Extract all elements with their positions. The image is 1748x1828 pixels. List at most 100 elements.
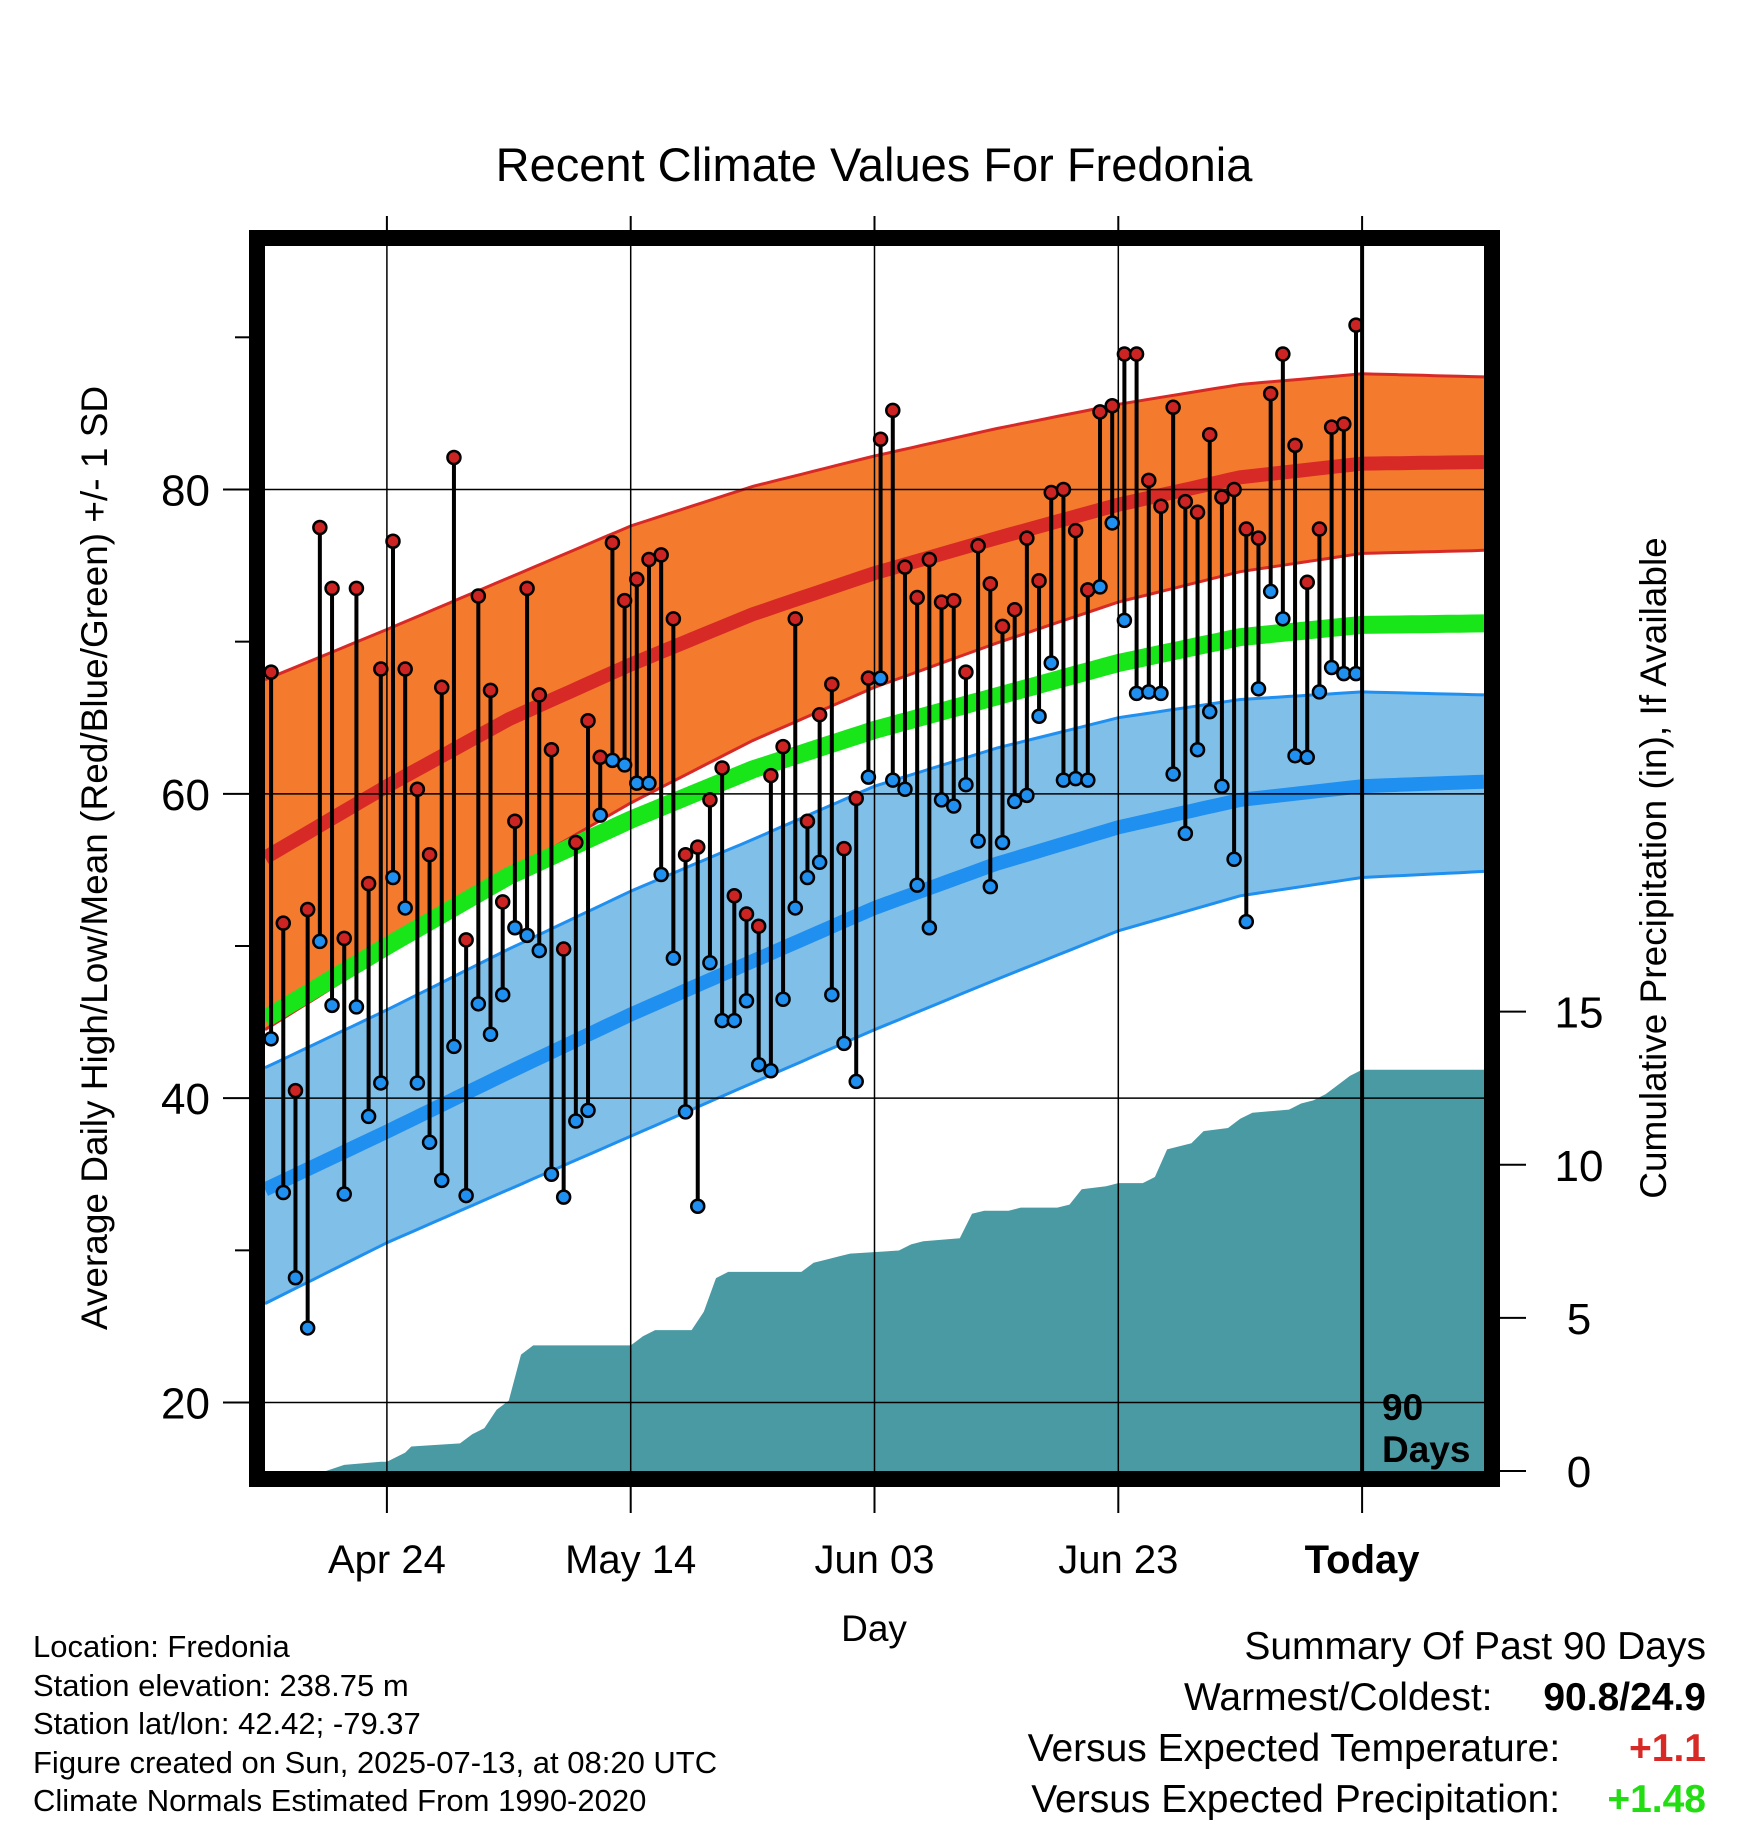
daily-low-point bbox=[872, 670, 889, 686]
daily-observation bbox=[348, 580, 365, 1015]
daily-high-point bbox=[1153, 498, 1169, 514]
today-marker-label-line2: Days bbox=[1382, 1429, 1470, 1470]
daily-observation bbox=[555, 941, 572, 1205]
daily-low-point bbox=[970, 833, 986, 849]
daily-observation bbox=[568, 834, 584, 1129]
daily-low-point bbox=[1214, 778, 1230, 794]
daily-high-point bbox=[373, 661, 389, 677]
daily-low-point bbox=[738, 993, 755, 1009]
daily-low-point bbox=[1165, 766, 1181, 782]
daily-high-point bbox=[458, 932, 474, 948]
daily-observation bbox=[312, 519, 328, 950]
daily-low-point bbox=[543, 1166, 560, 1183]
daily-high-point bbox=[1165, 399, 1181, 416]
daily-observation bbox=[1006, 601, 1023, 810]
daily-low-point bbox=[1250, 681, 1267, 697]
daily-low-point bbox=[1006, 793, 1023, 810]
daily-low-point bbox=[360, 1108, 377, 1125]
daily-observation bbox=[1165, 399, 1181, 782]
daily-observation bbox=[275, 915, 292, 1201]
daily-high-point bbox=[1299, 574, 1315, 591]
daily-high-point bbox=[1275, 346, 1291, 362]
high-sd-band bbox=[265, 373, 1484, 1030]
daily-observation bbox=[1177, 493, 1194, 842]
daily-high-point bbox=[397, 661, 413, 677]
daily-observation bbox=[1092, 404, 1108, 595]
x-tick-label: Jun 03 bbox=[814, 1538, 934, 1582]
daily-observation bbox=[1141, 472, 1157, 700]
daily-high-point bbox=[312, 519, 328, 536]
daily-low-point bbox=[1238, 913, 1255, 930]
daily-observation bbox=[397, 661, 413, 916]
daily-low-point bbox=[1311, 684, 1328, 700]
daily-low-point bbox=[665, 950, 682, 966]
daily-observation bbox=[1019, 530, 1035, 804]
daily-observation bbox=[689, 839, 706, 1214]
daily-high-point bbox=[665, 611, 682, 627]
daily-high-point bbox=[568, 834, 584, 851]
daily-observation bbox=[1104, 398, 1120, 531]
daily-low-point bbox=[482, 1026, 499, 1043]
x-tick-label: Today bbox=[1305, 1538, 1421, 1582]
daily-high-point bbox=[811, 706, 828, 723]
daily-high-point bbox=[1067, 522, 1084, 539]
daily-high-point bbox=[1189, 504, 1206, 521]
daily-observation bbox=[885, 402, 901, 788]
daily-low-point bbox=[324, 997, 340, 1014]
daily-low-point bbox=[1153, 685, 1169, 702]
y-tick-label: 40 bbox=[161, 1075, 210, 1124]
daily-observation bbox=[970, 538, 986, 849]
daily-observation bbox=[1348, 317, 1364, 682]
daily-observation bbox=[336, 930, 352, 1202]
daily-observation bbox=[1323, 419, 1340, 676]
daily-low-point bbox=[348, 999, 365, 1015]
daily-observation bbox=[287, 1082, 304, 1286]
daily-high-point bbox=[324, 580, 340, 597]
x-tick-label: Apr 24 bbox=[328, 1538, 446, 1582]
location-text: Location: Fredonia bbox=[33, 1629, 290, 1664]
daily-high-point bbox=[519, 580, 535, 597]
daily-low-point bbox=[446, 1038, 462, 1055]
daily-observation bbox=[665, 611, 682, 966]
daily-low-point bbox=[897, 781, 913, 798]
daily-observation bbox=[982, 576, 999, 895]
daily-high-point bbox=[763, 767, 779, 784]
daily-high-point bbox=[409, 781, 426, 798]
daily-observation bbox=[507, 813, 523, 936]
daily-observation bbox=[945, 592, 962, 814]
daily-observation bbox=[726, 888, 743, 1029]
daily-high-point bbox=[726, 888, 743, 904]
temp-anomaly-value: +1.1 bbox=[1629, 1727, 1706, 1770]
daily-high-point bbox=[604, 534, 621, 551]
daily-high-point bbox=[580, 713, 596, 729]
daily-high-point bbox=[750, 918, 767, 934]
daily-observation bbox=[860, 670, 877, 785]
daily-high-point bbox=[385, 533, 401, 549]
daily-observation bbox=[787, 611, 804, 916]
daily-observation bbox=[994, 618, 1011, 851]
daily-high-point bbox=[1055, 481, 1072, 498]
daily-high-point bbox=[470, 588, 487, 604]
daily-observation bbox=[373, 661, 389, 1091]
precip-anomaly-label: Versus Expected Precipitation: bbox=[1031, 1778, 1561, 1821]
daily-low-point bbox=[507, 919, 523, 936]
daily-low-point bbox=[933, 792, 950, 808]
daily-high-point bbox=[446, 449, 462, 466]
daily-high-point bbox=[921, 551, 938, 568]
daily-observation bbox=[750, 918, 767, 1073]
daily-low-point bbox=[726, 1012, 743, 1029]
daily-high-point bbox=[970, 538, 986, 554]
daily-observation bbox=[470, 588, 487, 1012]
daily-observation bbox=[482, 682, 499, 1043]
axes: 20 40 60 80 0 5 10 15 Apr 24 May 14 Jun 03 Jun 23 To… bbox=[161, 216, 1603, 1582]
daily-high-point bbox=[738, 906, 755, 922]
daily-low-point bbox=[945, 798, 962, 814]
daily-observation bbox=[1214, 489, 1230, 794]
daily-high-point bbox=[1080, 582, 1096, 598]
summary-heading: Summary Of Past 90 Days bbox=[1244, 1625, 1706, 1668]
daily-observation bbox=[409, 781, 426, 1091]
daily-observation bbox=[299, 901, 316, 1336]
daily-high-point bbox=[275, 915, 292, 931]
daily-observation bbox=[434, 679, 450, 1189]
